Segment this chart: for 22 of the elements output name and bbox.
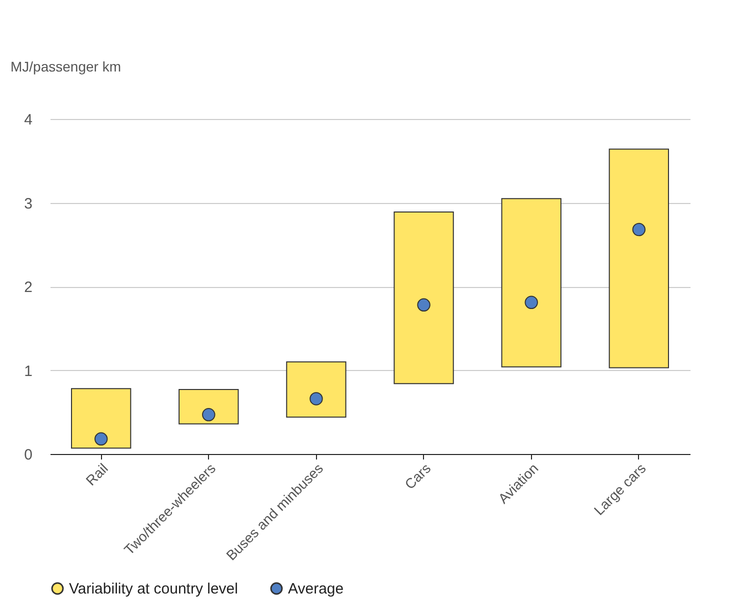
legend-label: Variability at country level (69, 580, 238, 598)
bar (71, 388, 132, 449)
y-tick-label: 3 (24, 195, 32, 212)
bar (501, 198, 562, 368)
x-tick-label: Rail (82, 460, 111, 488)
point (417, 298, 430, 312)
point (94, 432, 108, 446)
bar (178, 389, 239, 424)
legend-label: Average (288, 580, 344, 598)
y-tick-label: 2 (24, 279, 32, 296)
bar (608, 148, 669, 368)
x-tick-label: Cars (401, 460, 434, 492)
point (310, 392, 323, 406)
y-axis-title: MJ/passenger km (10, 58, 121, 74)
y-tick-label: 0 (24, 446, 32, 464)
y-tick-label: 1 (24, 362, 32, 380)
point (524, 296, 538, 310)
bar (394, 211, 454, 384)
point (202, 408, 216, 422)
bar (286, 361, 346, 418)
y-tick-label: 4 (24, 112, 32, 128)
point (632, 222, 646, 236)
